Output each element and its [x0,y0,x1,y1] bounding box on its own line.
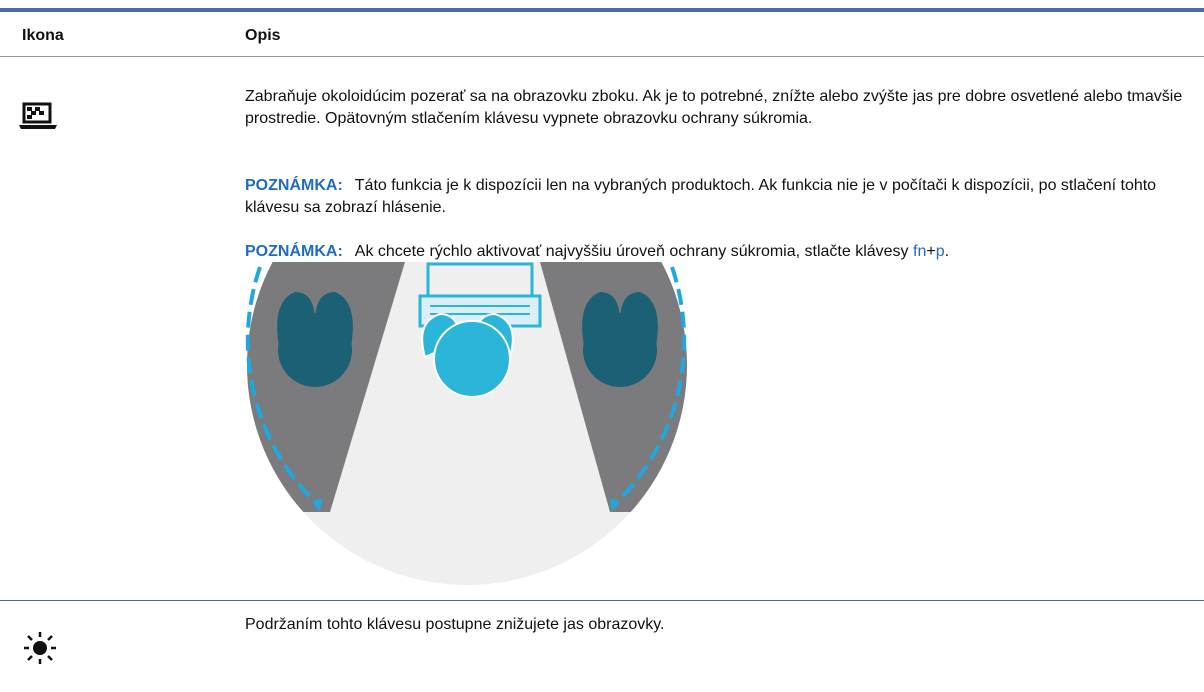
column-header: Opis [245,27,281,44]
note: POZNÁMKA: Táto funkcia je k dispozícii le… [245,175,1195,219]
row-rule [0,600,1204,601]
note-label: POZNÁMKA: [245,177,343,194]
key: fn [913,243,927,260]
description: Podržaním tohto klávesu postupne znižuje… [245,616,665,633]
note-label: POZNÁMKA: [245,243,343,260]
brightness-icon [24,632,56,664]
privacy-illustration [245,262,687,585]
column-header: Ikona [22,27,64,44]
privacy-icon [19,102,57,129]
key: p [935,243,945,260]
description: Zabraňuje okoloidúcim pozerať sa na obra… [245,88,1183,127]
key-separator: + [926,243,936,260]
note-text: Táto funkcia je k dispozícii len na vybr… [245,177,1157,216]
note: POZNÁMKA: Ak chcete rýchlo aktivovať najv… [245,241,1195,263]
note-text: Ak chcete rýchlo aktivovať najvyššiu úro… [354,243,913,260]
header-rule [0,56,1204,57]
note-end: . [944,243,950,260]
top-rule [0,8,1204,12]
